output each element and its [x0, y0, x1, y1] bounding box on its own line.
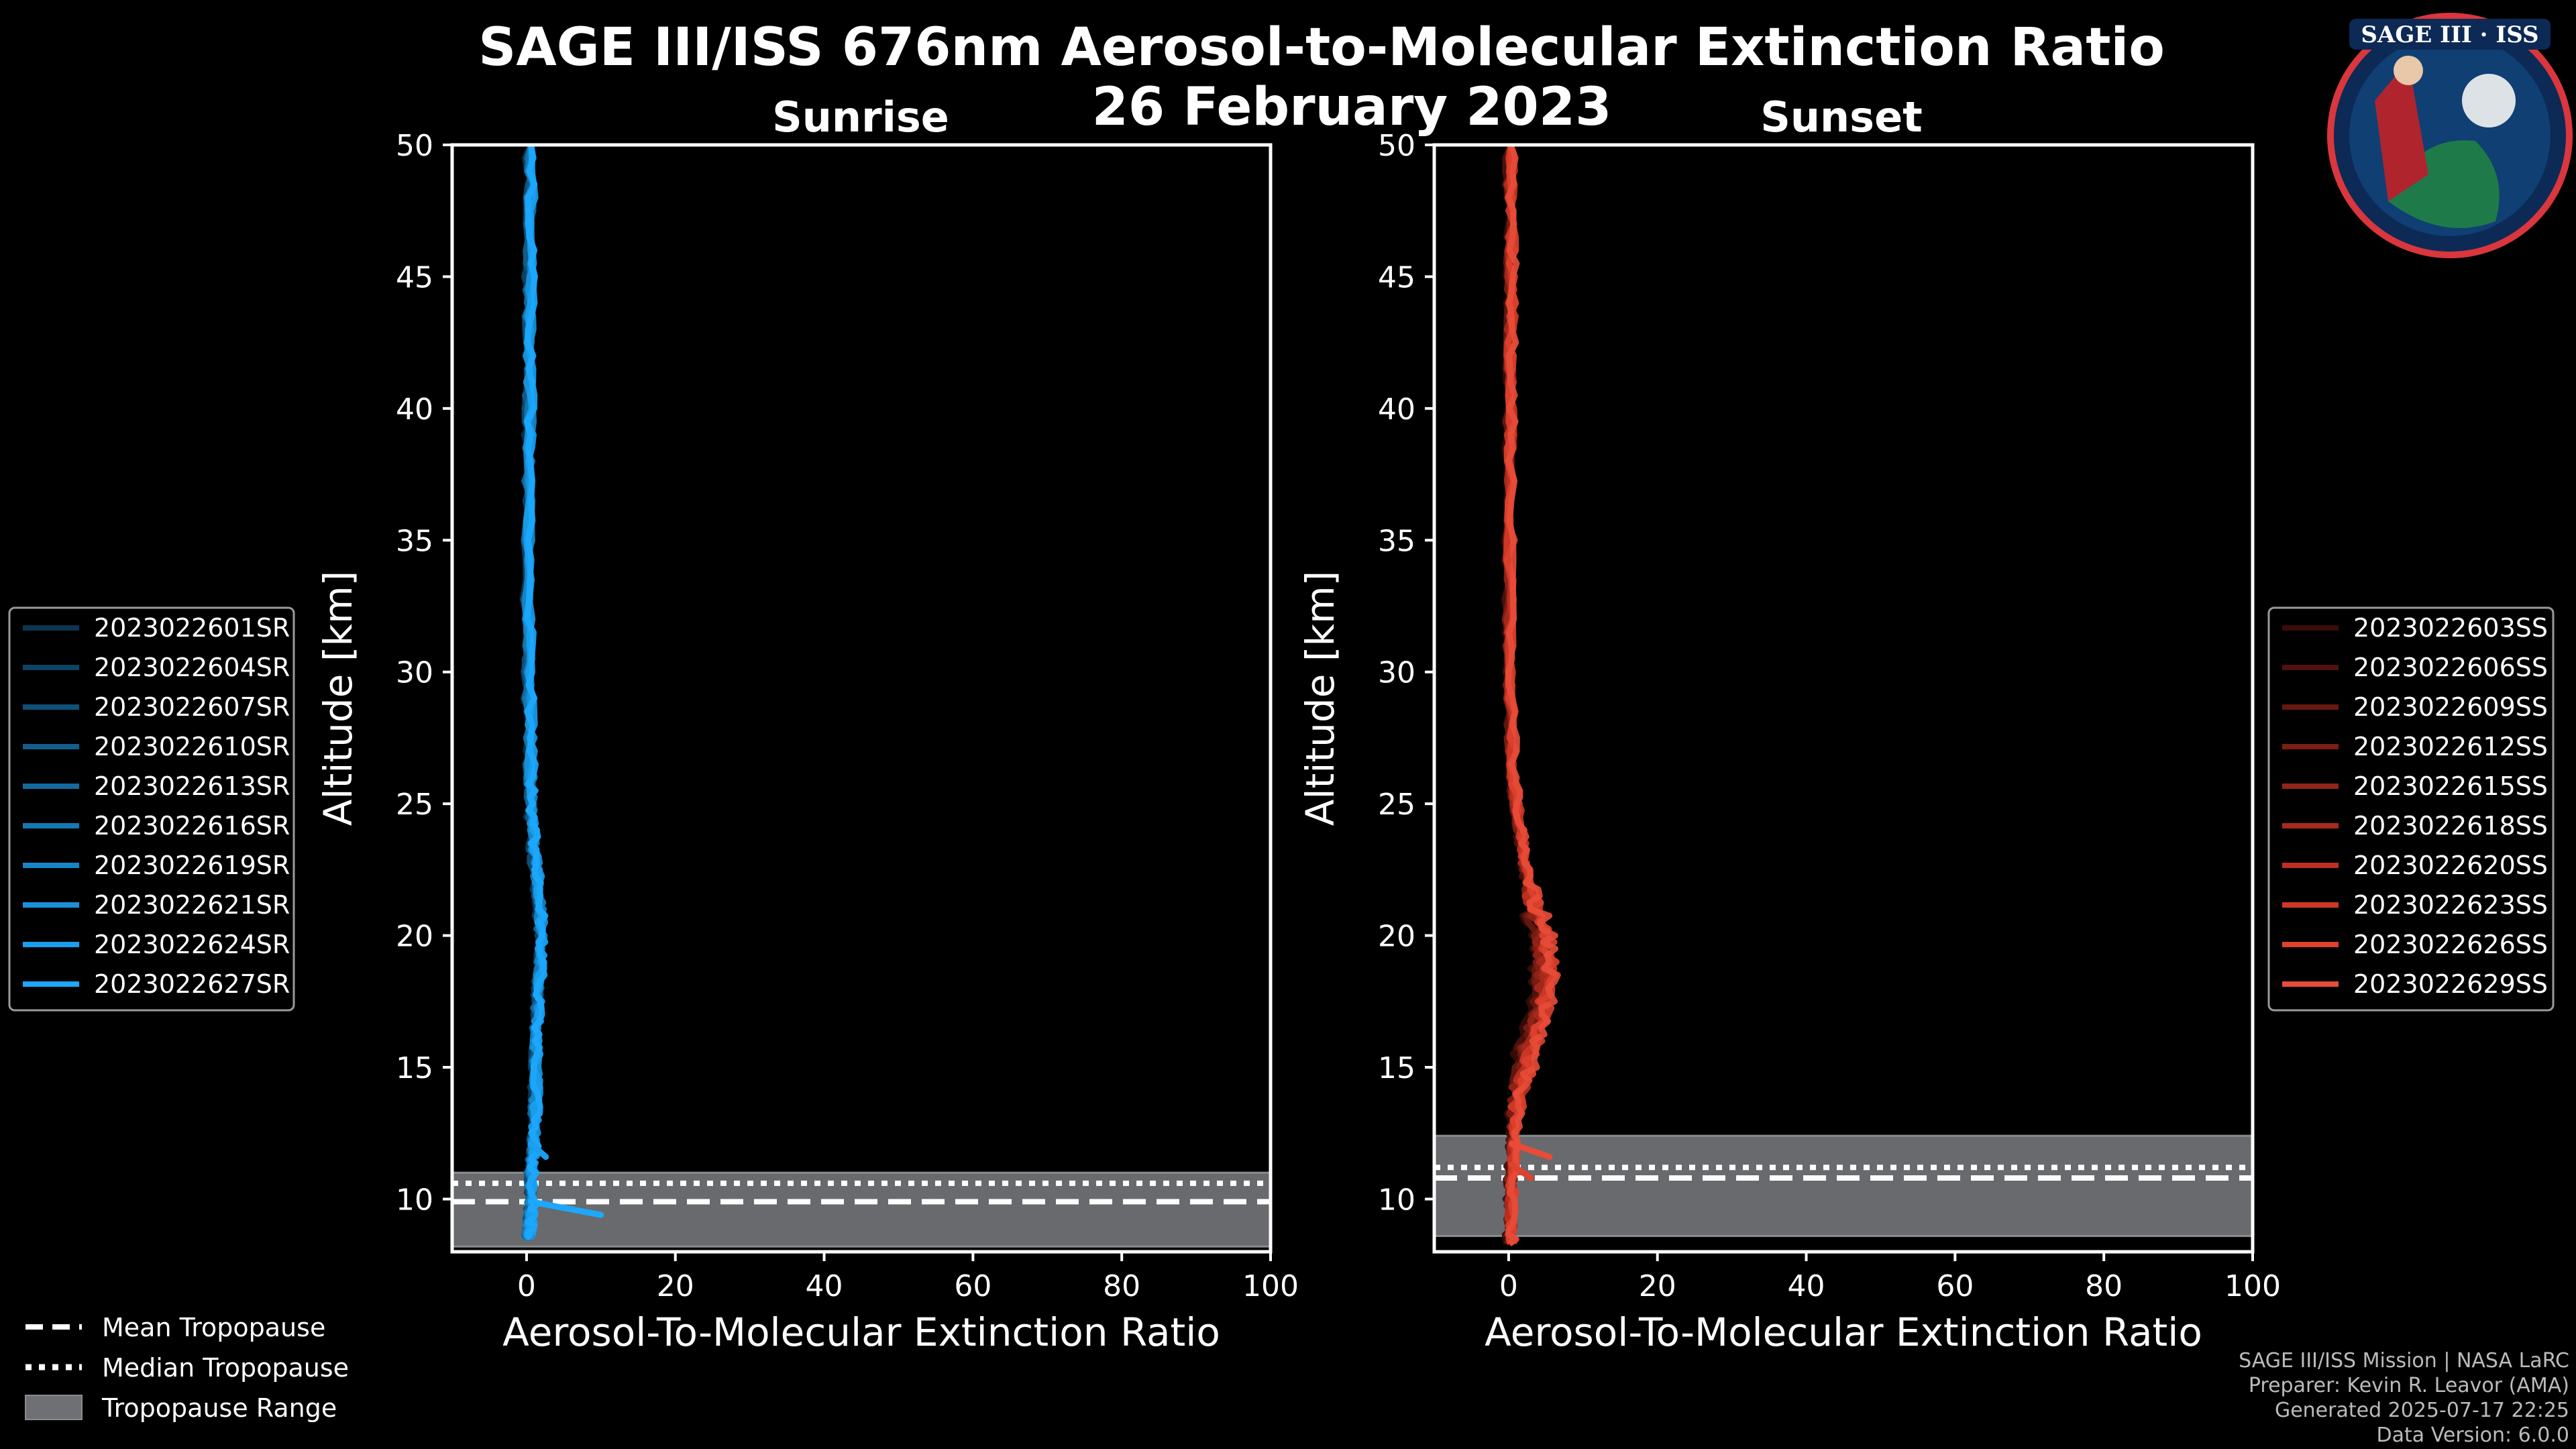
sunrise-xtick-label-100: 100 — [1242, 1269, 1299, 1303]
sunset-axes-frame — [1432, 143, 2255, 1254]
sunset-ylabel: Altitude [km] — [1297, 571, 1343, 826]
sunset-legend-label-2023022623SS: 2023022623SS — [2353, 890, 2548, 920]
sunset-tropopause-range — [1434, 1134, 2253, 1237]
sunset-legend-label-2023022629SS: 2023022629SS — [2353, 969, 2548, 999]
sunset-ytick-label-20: 20 — [1378, 920, 1415, 954]
sunrise-ytick-label-25: 25 — [396, 788, 433, 822]
sunset-legend-label-2023022618SS: 2023022618SS — [2353, 811, 2548, 841]
logo-text: SAGE III · ISS — [2361, 21, 2538, 48]
sunrise-panel: Sunrise 0 20 40 60 80 100 10 15 20 25 30 35 40 45 50 Aer… — [315, 93, 1299, 1355]
sunset-legend-label-2023022626SS: 2023022626SS — [2353, 930, 2548, 959]
sunrise-xtick-label-0: 0 — [517, 1269, 536, 1303]
sunrise-spike-0 — [528, 1198, 604, 1218]
sunrise-series-2023022627SR — [524, 145, 549, 1241]
tropopause-range-label: Tropopause Range — [101, 1393, 337, 1423]
sunset-xtick-label-60: 60 — [1936, 1269, 1974, 1303]
figure-date: 26 February 2023 — [1092, 77, 1612, 138]
tropopause-legend: Mean Tropopause Median Tropopause Tropop… — [25, 1313, 349, 1423]
sunrise-spike-1 — [528, 1140, 549, 1161]
sunset-xtick-label-0: 0 — [1499, 1269, 1518, 1303]
sunset-legend-box — [2267, 606, 2555, 1012]
sunrise-xtick-label-20: 20 — [657, 1269, 694, 1303]
sunset-plot-area — [1434, 145, 2253, 1246]
sunrise-legend-label-2023022610SR: 2023022610SR — [94, 732, 290, 761]
sunset-ytick-label-35: 35 — [1378, 524, 1415, 558]
sunrise-ytick-label-40: 40 — [396, 392, 433, 427]
sunset-legend-label-2023022612SS: 2023022612SS — [2353, 732, 2548, 761]
sunrise-xlabel: Aerosol-To-Molecular Extinction Ratio — [502, 1309, 1220, 1355]
sunrise-ylabel: Altitude [km] — [315, 571, 361, 826]
sunset-spike-0 — [1508, 1140, 1553, 1161]
credit-preparer: Preparer: Kevin R. Leavor (AMA) — [2249, 1374, 2569, 1397]
sunrise-xtick-label-40: 40 — [806, 1269, 843, 1303]
sunrise-legend-label-2023022607SR: 2023022607SR — [94, 692, 290, 722]
sunset-ytick-label-15: 15 — [1378, 1051, 1415, 1085]
sunset-spike-1 — [1508, 1161, 1534, 1181]
sunrise-legend-label-2023022627SR: 2023022627SR — [94, 969, 290, 999]
credit-mission: SAGE III/ISS Mission | NASA LaRC — [2239, 1349, 2569, 1373]
sunrise-axes-frame — [450, 143, 1273, 1254]
sunrise-legend-label-2023022619SR: 2023022619SR — [94, 851, 290, 880]
sunset-ytick-label-30: 30 — [1378, 656, 1415, 690]
figure-title: SAGE III/ISS 676nm Aerosol-to-Molecular … — [478, 17, 2165, 78]
sunrise-ytick-label-35: 35 — [396, 524, 433, 558]
sunset-ytick-label-10: 10 — [1378, 1183, 1415, 1217]
sunset-panel: Sunset 0 20 40 60 80 100 10 15 20 25 30 35 40 45 50 Aero… — [1297, 93, 2281, 1355]
sunset-xtick-label-20: 20 — [1639, 1269, 1676, 1303]
sunrise-legend-label-2023022616SR: 2023022616SR — [94, 811, 290, 841]
sunset-ytick-label-25: 25 — [1378, 788, 1415, 822]
tropopause-range-swatch — [25, 1395, 83, 1420]
median-tropopause-label: Median Tropopause — [102, 1353, 349, 1383]
sunset-ytick-label-45: 45 — [1378, 260, 1415, 294]
sunrise-ytick-label-15: 15 — [396, 1051, 433, 1085]
credits: SAGE III/ISS Mission | NASA LaRC Prepare… — [2239, 1349, 2569, 1447]
sunrise-legend: 2023022601SR 2023022604SR 2023022607SR 2023… — [8, 606, 295, 1012]
sunset-xtick-label-80: 80 — [2085, 1269, 2123, 1303]
sunset-legend-label-2023022615SS: 2023022615SS — [2353, 771, 2548, 801]
sunrise-plot-area — [452, 145, 1271, 1248]
sunrise-xtick-label-60: 60 — [954, 1269, 991, 1303]
sunrise-title: Sunrise — [772, 93, 949, 142]
sunrise-legend-label-2023022601SR: 2023022601SR — [94, 613, 290, 643]
sunrise-legend-label-2023022604SR: 2023022604SR — [94, 653, 290, 682]
sunset-series-2023022629SS — [1505, 145, 1561, 1246]
sunset-xtick-label-100: 100 — [2224, 1269, 2281, 1303]
sunrise-legend-box — [8, 606, 295, 1012]
mean-tropopause-label: Mean Tropopause — [102, 1313, 325, 1342]
sunrise-ytick-label-20: 20 — [396, 920, 433, 954]
sunrise-legend-label-2023022621SR: 2023022621SR — [94, 890, 290, 920]
sunset-ytick-label-50: 50 — [1378, 129, 1415, 163]
sunrise-legend-label-2023022613SR: 2023022613SR — [94, 771, 290, 801]
sunset-legend-label-2023022606SS: 2023022606SS — [2353, 653, 2548, 682]
sunset-xtick-label-40: 40 — [1788, 1269, 1825, 1303]
sunset-ytick-label-40: 40 — [1378, 392, 1415, 427]
sunset-legend-label-2023022609SS: 2023022609SS — [2353, 692, 2548, 722]
sunset-legend-label-2023022620SS: 2023022620SS — [2353, 851, 2548, 880]
sunrise-ytick-label-10: 10 — [396, 1183, 433, 1217]
sunrise-xtick-label-80: 80 — [1103, 1269, 1140, 1303]
sunrise-ytick-label-45: 45 — [396, 260, 433, 294]
credit-version: Data Version: 6.0.0 — [2377, 1424, 2569, 1447]
sunset-legend: 2023022603SS 2023022606SS 2023022609SS 2023… — [2267, 606, 2555, 1012]
sage-mission-patch-icon: SAGE III · ISS — [2327, 13, 2573, 258]
credit-generated: Generated 2025-07-17 22:25 — [2275, 1399, 2569, 1422]
sunset-title: Sunset — [1760, 93, 1923, 142]
sunset-xlabel: Aerosol-To-Molecular Extinction Ratio — [1485, 1309, 2202, 1355]
sunrise-ytick-label-30: 30 — [396, 656, 433, 690]
sunrise-ytick-label-50: 50 — [396, 129, 433, 163]
sunset-legend-label-2023022603SS: 2023022603SS — [2353, 613, 2548, 643]
sunrise-legend-label-2023022624SR: 2023022624SR — [94, 930, 290, 959]
